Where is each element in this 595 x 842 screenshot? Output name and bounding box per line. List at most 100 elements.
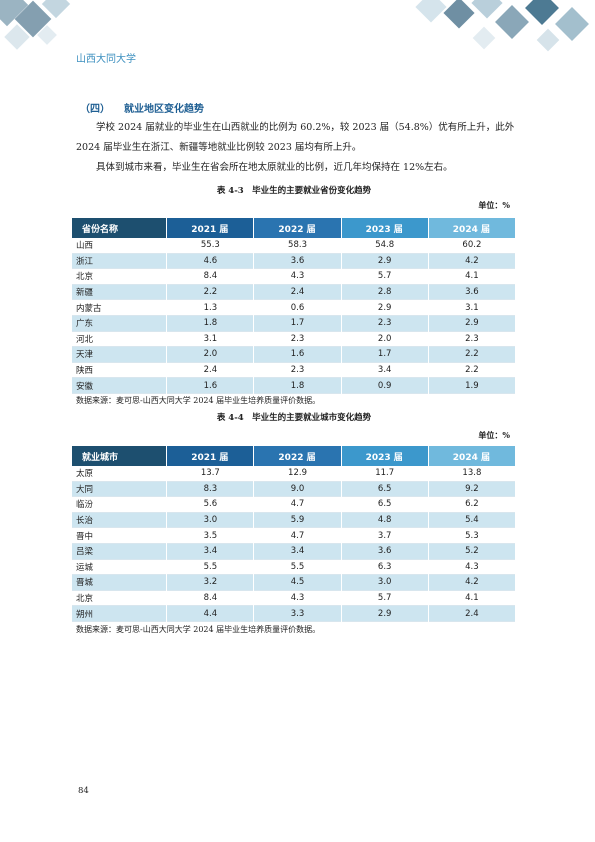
table-row: 山西 55.3 58.3 54.8 60.2 [72,238,517,254]
column-header: 省份名称 [72,218,168,238]
cell-value: 2.9 [341,605,429,622]
table-row: 北京 8.4 4.3 5.7 4.1 [72,268,517,285]
cell-value: 2.9 [341,253,429,269]
table-row: 安徽 1.6 1.8 0.9 1.9 [72,377,517,394]
header-row: 就业城市 2021 届 2022 届 2023 届 2024 届 [72,446,517,466]
cell-value: 3.4 [253,543,342,560]
column-header: 2022 届 [253,446,342,466]
cell-name: 广东 [72,315,168,332]
cell-value: 2.3 [428,331,517,347]
cell-name: 临汾 [72,496,168,513]
cell-value: 3.4 [166,543,255,560]
column-header: 2024 届 [428,218,517,238]
cell-value: 9.0 [253,481,342,497]
table-row: 晋中 3.5 4.7 3.7 5.3 [72,527,517,544]
cell-value: 6.2 [428,496,517,513]
cell-value: 3.1 [428,299,517,316]
cell-name: 陕西 [72,362,168,378]
table-body: 太原 13.7 12.9 11.7 13.8 大同 8.3 9.0 6.5 9.2 临汾 5.6 4.7… [72,466,517,622]
cell-value: 3.4 [341,362,429,378]
column-header: 2024 届 [428,446,517,466]
cell-value: 3.6 [428,284,517,300]
cell-value: 1.8 [253,377,342,394]
cell-value: 1.3 [166,299,255,316]
table-row: 运城 5.5 5.5 6.3 4.3 [72,559,517,575]
cell-value: 2.4 [166,362,255,378]
table-row: 浙江 4.6 3.6 2.9 4.2 [72,253,517,269]
column-header: 2022 届 [253,218,342,238]
cell-value: 11.7 [341,466,429,482]
table-row: 新疆 2.2 2.4 2.8 3.6 [72,284,517,300]
cell-value: 4.7 [253,496,342,513]
cell-value: 3.5 [166,527,255,544]
column-header: 2023 届 [341,446,429,466]
table-caption: 表 4-4 毕业生的主要就业城市变化趋势 [216,413,372,423]
cell-value: 6.3 [341,559,429,575]
table-row: 临汾 5.6 4.7 6.5 6.2 [72,496,517,513]
table-row: 大同 8.3 9.0 6.5 9.2 [72,481,517,497]
cell-value: 9.2 [428,481,517,497]
table-row: 天津 2.0 1.6 1.7 2.2 [72,346,517,363]
cell-value: 3.6 [253,253,342,269]
cell-value: 2.9 [341,299,429,316]
cell-value: 4.6 [166,253,255,269]
cell-value: 5.5 [166,559,255,575]
cell-value: 3.3 [253,605,342,622]
cell-value: 2.2 [428,362,517,378]
cell-value: 1.8 [166,315,255,332]
cell-value: 2.3 [341,315,429,332]
data-table: 就业城市 2021 届 2022 届 2023 届 2024 届太原 13.7 12.9 11… [72,446,517,622]
column-header: 就业城市 [72,446,168,466]
cell-value: 8.4 [166,268,255,285]
cell-value: 4.2 [428,253,517,269]
column-header: 2021 届 [166,218,255,238]
table-head: 省份名称 2021 届 2022 届 2023 届 2024 届 [72,218,517,238]
table-row: 北京 8.4 4.3 5.7 4.1 [72,590,517,606]
cell-name: 朔州 [72,605,168,622]
table-source: 数据来源：麦可思-山西大同大学 2024 届毕业生培养质量评价数据。 [76,396,321,405]
section-heading: （四） 就业地区变化趋势 [80,100,204,115]
cell-name: 内蒙古 [72,299,168,316]
cell-name: 新疆 [72,284,168,300]
cell-name: 浙江 [72,253,168,269]
cell-name: 吕梁 [72,543,168,560]
table-row: 太原 13.7 12.9 11.7 13.8 [72,466,517,482]
cell-value: 3.7 [341,527,429,544]
cell-value: 54.8 [341,238,429,254]
cell-value: 4.8 [341,512,429,528]
table-row: 长治 3.0 5.9 4.8 5.4 [72,512,517,528]
header-row: 省份名称 2021 届 2022 届 2023 届 2024 届 [72,218,517,238]
cell-value: 1.7 [341,346,429,363]
cell-name: 大同 [72,481,168,497]
cell-name: 山西 [72,238,168,254]
paragraph: 具体到城市来看，毕业生在省会所在地太原就业的比例，近几年均保持在 12%左右。 [96,162,453,173]
cell-value: 5.2 [428,543,517,560]
cell-value: 3.0 [341,574,429,591]
section-title: 就业地区变化趋势 [124,104,204,115]
cell-value: 4.1 [428,590,517,606]
cell-value: 6.5 [341,496,429,513]
page-number: 84 [78,786,89,796]
cell-name: 安徽 [72,377,168,394]
cell-value: 8.3 [166,481,255,497]
cell-value: 5.4 [428,512,517,528]
cell-value: 5.9 [253,512,342,528]
cell-value: 6.5 [341,481,429,497]
cell-name: 长治 [72,512,168,528]
section-number: （四） [80,104,110,115]
cell-value: 4.3 [428,559,517,575]
column-header: 2023 届 [341,218,429,238]
table-row: 吕梁 3.4 3.4 3.6 5.2 [72,543,517,560]
cell-value: 2.9 [428,315,517,332]
cell-value: 4.2 [428,574,517,591]
cell-value: 13.7 [166,466,255,482]
cell-value: 58.3 [253,238,342,254]
table-row: 晋城 3.2 4.5 3.0 4.2 [72,574,517,591]
cell-value: 4.4 [166,605,255,622]
table-row: 内蒙古 1.3 0.6 2.9 3.1 [72,299,517,316]
cell-name: 运城 [72,559,168,575]
table-source: 数据来源：麦可思-山西大同大学 2024 届毕业生培养质量评价数据。 [76,625,321,634]
cell-name: 北京 [72,590,168,606]
cell-name: 北京 [72,268,168,285]
